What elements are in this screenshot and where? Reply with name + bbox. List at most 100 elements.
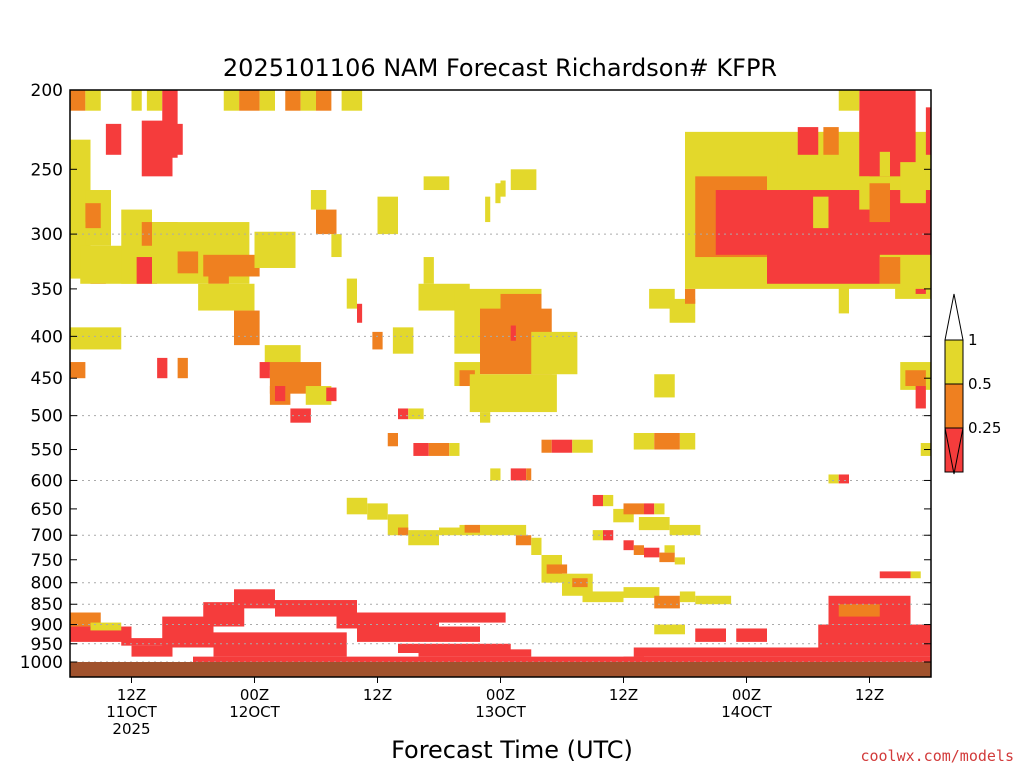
y-tick-label: 200	[31, 81, 63, 101]
data-cell	[644, 547, 660, 558]
data-cell	[495, 183, 501, 204]
data-cell	[828, 474, 839, 484]
data-cell	[418, 649, 532, 657]
data-cell	[910, 571, 921, 579]
data-cell	[510, 325, 516, 341]
data-cell	[177, 251, 199, 274]
data-cell	[623, 540, 634, 551]
data-cell	[859, 176, 870, 210]
data-cell	[838, 283, 849, 314]
data-cell	[623, 503, 644, 515]
data-cell	[546, 564, 568, 574]
data-cell	[654, 432, 680, 450]
data-cell	[915, 386, 926, 409]
data-cell	[316, 209, 337, 235]
data-cell	[439, 527, 460, 536]
y-tick-label: 850	[31, 595, 63, 615]
data-cell	[193, 656, 644, 662]
y-tick-label: 300	[31, 225, 63, 245]
colorbar-upper-arrow	[944, 293, 964, 341]
data-cell	[659, 552, 675, 563]
data-cell	[813, 196, 829, 229]
data-cell	[336, 612, 439, 629]
data-cell	[90, 622, 122, 631]
y-axis-ticks: 200 250 300 350 400 450 500 550 600 650 700 750 8008…	[20, 81, 931, 673]
data-cell	[449, 443, 460, 456]
data-cell	[234, 310, 260, 346]
data-cell	[198, 283, 255, 311]
x-tick-label: 12Z	[855, 686, 884, 704]
data-cell	[428, 443, 450, 456]
data-cell	[290, 408, 311, 423]
y-tick-label: 450	[31, 369, 63, 389]
plot-area	[69, 89, 932, 678]
y-tick-label: 950	[31, 635, 63, 655]
data-cell	[146, 90, 163, 111]
data-cell	[331, 234, 342, 258]
data-cell	[603, 530, 614, 541]
data-cell	[259, 90, 275, 111]
data-cell	[572, 439, 593, 453]
x-tick-label: 12OCT	[229, 703, 280, 721]
data-cell	[346, 278, 357, 309]
data-cell	[85, 90, 101, 111]
data-cell	[377, 196, 398, 235]
data-cell	[439, 612, 506, 623]
data-cell	[823, 127, 839, 155]
data-cell	[592, 494, 603, 507]
data-cell	[275, 386, 286, 402]
data-cell	[838, 90, 860, 111]
colorbar-legend: 1 0.5 0.25	[944, 293, 1001, 475]
colorbar-segment	[944, 383, 964, 429]
data-cell	[392, 327, 414, 354]
data-cell	[572, 578, 588, 588]
y-tick-label: 800	[31, 574, 63, 594]
data-cell	[413, 443, 429, 456]
y-tick-label: 650	[31, 500, 63, 520]
data-cell	[905, 370, 926, 387]
x-tick-label: 00Z	[486, 686, 515, 704]
data-cell	[305, 386, 332, 405]
data-cell	[398, 408, 409, 420]
data-cell	[85, 203, 101, 229]
data-cell	[515, 535, 532, 546]
data-cell	[654, 503, 665, 515]
data-cell	[838, 474, 849, 484]
data-cell	[177, 357, 188, 379]
data-cell	[644, 503, 655, 515]
data-cell	[398, 527, 409, 536]
data-cell	[869, 183, 890, 223]
data-cell	[70, 327, 122, 350]
data-cell	[736, 628, 767, 642]
data-cell	[464, 524, 480, 533]
data-cell	[485, 196, 491, 223]
data-cells	[70, 90, 931, 662]
data-cell	[275, 600, 357, 617]
data-cell	[838, 604, 880, 617]
data-cell	[357, 303, 363, 323]
data-cell	[654, 624, 685, 635]
data-cell	[387, 432, 398, 447]
data-cell	[131, 90, 142, 111]
data-cell	[172, 123, 183, 155]
x-tick-label: 2025	[112, 720, 150, 738]
data-cell	[326, 387, 337, 402]
data-cell	[300, 90, 316, 111]
colorbar-label: 0.25	[968, 419, 1001, 437]
x-tick-label: 12Z	[363, 686, 392, 704]
y-tick-label: 600	[31, 471, 63, 491]
data-cell	[141, 120, 173, 177]
data-cell	[367, 503, 388, 520]
x-tick-label: 12Z	[117, 686, 146, 704]
data-cell	[633, 647, 931, 657]
data-cell	[797, 127, 819, 155]
data-cell	[603, 494, 614, 507]
data-cell	[398, 643, 511, 654]
data-cell	[490, 468, 501, 481]
data-cell	[679, 591, 696, 603]
x-axis-label: Forecast Time (UTC)	[391, 736, 633, 764]
data-cell	[669, 298, 696, 323]
data-cell	[357, 626, 480, 642]
data-cell	[285, 90, 301, 111]
